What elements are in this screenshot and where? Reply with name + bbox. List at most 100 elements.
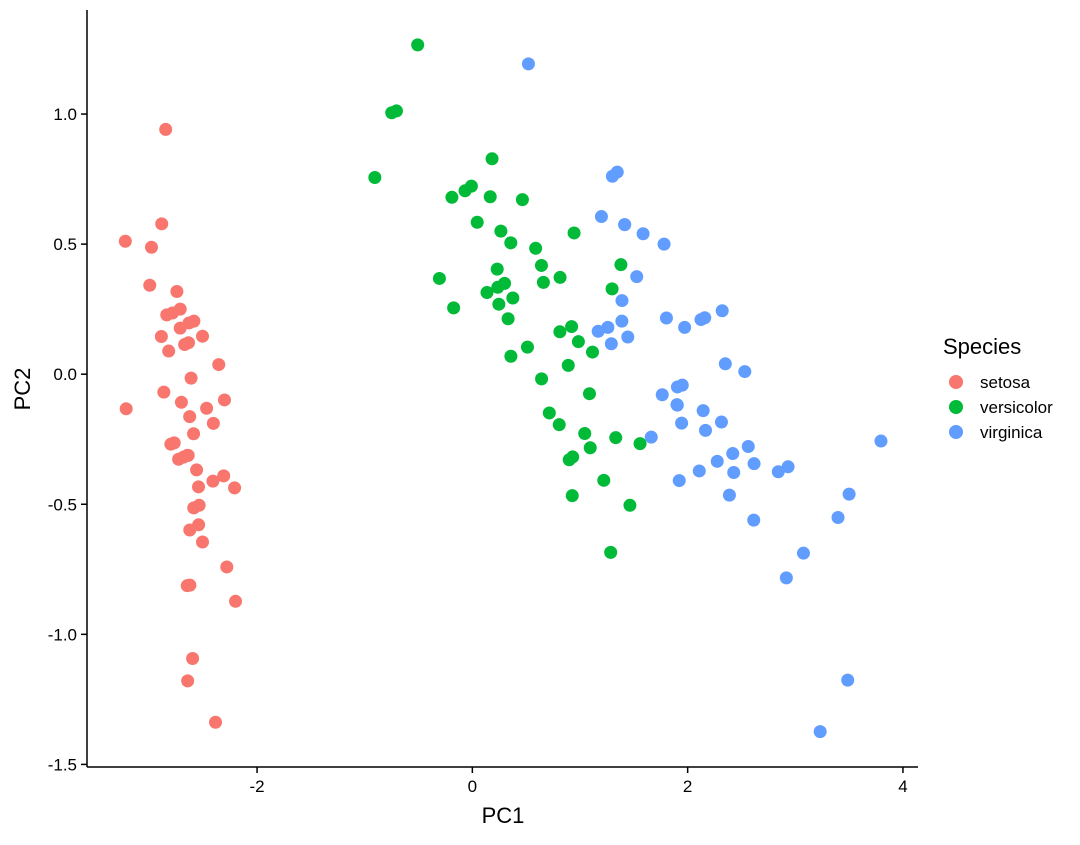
point-versicolor bbox=[614, 258, 628, 272]
point-setosa bbox=[217, 469, 231, 483]
point-virginica bbox=[670, 398, 684, 412]
point-setosa bbox=[144, 240, 158, 254]
point-setosa bbox=[167, 436, 181, 450]
point-versicolor bbox=[536, 275, 550, 289]
point-virginica bbox=[699, 423, 713, 437]
point-setosa bbox=[206, 416, 220, 430]
point-setosa bbox=[186, 652, 200, 666]
x-tick-label: 2 bbox=[683, 777, 692, 796]
point-setosa bbox=[220, 560, 234, 574]
point-setosa bbox=[228, 481, 242, 495]
point-versicolor bbox=[529, 241, 543, 255]
point-virginica bbox=[644, 430, 658, 444]
point-versicolor bbox=[445, 190, 459, 204]
point-versicolor bbox=[534, 258, 548, 272]
point-setosa bbox=[180, 579, 194, 593]
point-versicolor bbox=[447, 301, 461, 315]
point-setosa bbox=[184, 371, 198, 385]
x-axis-label: PC1 bbox=[482, 803, 525, 828]
point-setosa bbox=[154, 329, 168, 343]
point-virginica bbox=[726, 447, 740, 461]
point-virginica bbox=[831, 511, 845, 525]
point-setosa bbox=[196, 329, 210, 343]
point-virginica bbox=[741, 440, 755, 454]
legend: Species setosa versicolor virginica bbox=[943, 334, 1053, 442]
point-virginica bbox=[659, 311, 673, 325]
point-setosa bbox=[196, 535, 210, 549]
point-setosa bbox=[181, 448, 195, 462]
point-versicolor bbox=[520, 340, 534, 354]
point-setosa bbox=[160, 308, 174, 322]
point-virginica bbox=[842, 487, 856, 501]
point-virginica bbox=[710, 454, 724, 468]
point-virginica bbox=[738, 365, 752, 379]
point-virginica bbox=[672, 474, 686, 488]
point-versicolor bbox=[506, 291, 520, 305]
point-setosa bbox=[212, 358, 226, 372]
point-versicolor bbox=[565, 489, 579, 503]
point-versicolor bbox=[411, 38, 425, 52]
point-versicolor bbox=[504, 236, 518, 250]
y-axis-label: PC2 bbox=[10, 368, 35, 411]
point-setosa bbox=[206, 474, 220, 488]
point-virginica bbox=[594, 210, 608, 224]
point-versicolor bbox=[535, 372, 549, 386]
point-setosa bbox=[229, 594, 243, 608]
point-setosa bbox=[190, 463, 204, 477]
point-virginica bbox=[727, 466, 741, 480]
point-virginica bbox=[692, 464, 706, 478]
point-virginica bbox=[771, 465, 785, 479]
point-virginica bbox=[621, 330, 635, 344]
point-virginica bbox=[779, 571, 793, 585]
point-versicolor bbox=[515, 193, 529, 207]
point-versicolor bbox=[552, 418, 566, 432]
point-virginica bbox=[722, 488, 736, 502]
point-versicolor bbox=[583, 441, 597, 455]
point-versicolor bbox=[633, 437, 647, 451]
y-tick-label: 0.0 bbox=[53, 365, 77, 384]
point-versicolor bbox=[492, 297, 506, 311]
point-virginica bbox=[874, 434, 888, 448]
point-versicolor bbox=[609, 431, 623, 445]
point-virginica bbox=[813, 725, 827, 739]
y-tick-label: 0.5 bbox=[53, 235, 77, 254]
point-versicolor bbox=[501, 312, 515, 326]
legend-key-virginica bbox=[949, 425, 963, 439]
point-setosa bbox=[118, 234, 132, 248]
point-virginica bbox=[675, 416, 689, 430]
point-versicolor bbox=[585, 345, 599, 359]
y-tick-label: -1.5 bbox=[48, 755, 77, 774]
point-virginica bbox=[714, 415, 728, 429]
point-setosa bbox=[192, 498, 206, 512]
point-virginica bbox=[604, 337, 618, 351]
point-versicolor bbox=[485, 152, 499, 166]
point-setosa bbox=[170, 284, 184, 298]
legend-title: Species bbox=[943, 334, 1021, 359]
point-setosa bbox=[209, 715, 223, 729]
point-virginica bbox=[615, 314, 629, 328]
point-versicolor bbox=[571, 335, 585, 349]
point-versicolor bbox=[432, 271, 446, 285]
point-versicolor bbox=[553, 325, 567, 339]
point-versicolor bbox=[562, 453, 576, 467]
point-setosa bbox=[155, 217, 169, 231]
legend-label-setosa: setosa bbox=[980, 373, 1031, 392]
point-setosa bbox=[200, 401, 214, 415]
y-ticks: -1.5 -1.0 -0.5 0.0 0.5 1.0 bbox=[48, 105, 87, 774]
point-versicolor bbox=[483, 190, 497, 204]
point-versicolor bbox=[623, 498, 637, 512]
point-virginica bbox=[605, 169, 619, 183]
point-versicolor bbox=[597, 473, 611, 487]
point-virginica bbox=[636, 227, 650, 241]
point-versicolor bbox=[565, 320, 579, 334]
point-versicolor bbox=[458, 184, 472, 198]
point-virginica bbox=[796, 546, 810, 560]
point-versicolor bbox=[561, 358, 575, 372]
point-setosa bbox=[217, 393, 231, 407]
point-versicolor bbox=[470, 215, 484, 229]
point-versicolor bbox=[504, 349, 518, 363]
point-versicolor bbox=[553, 270, 567, 284]
point-setosa bbox=[159, 122, 173, 136]
point-setosa bbox=[157, 385, 171, 399]
